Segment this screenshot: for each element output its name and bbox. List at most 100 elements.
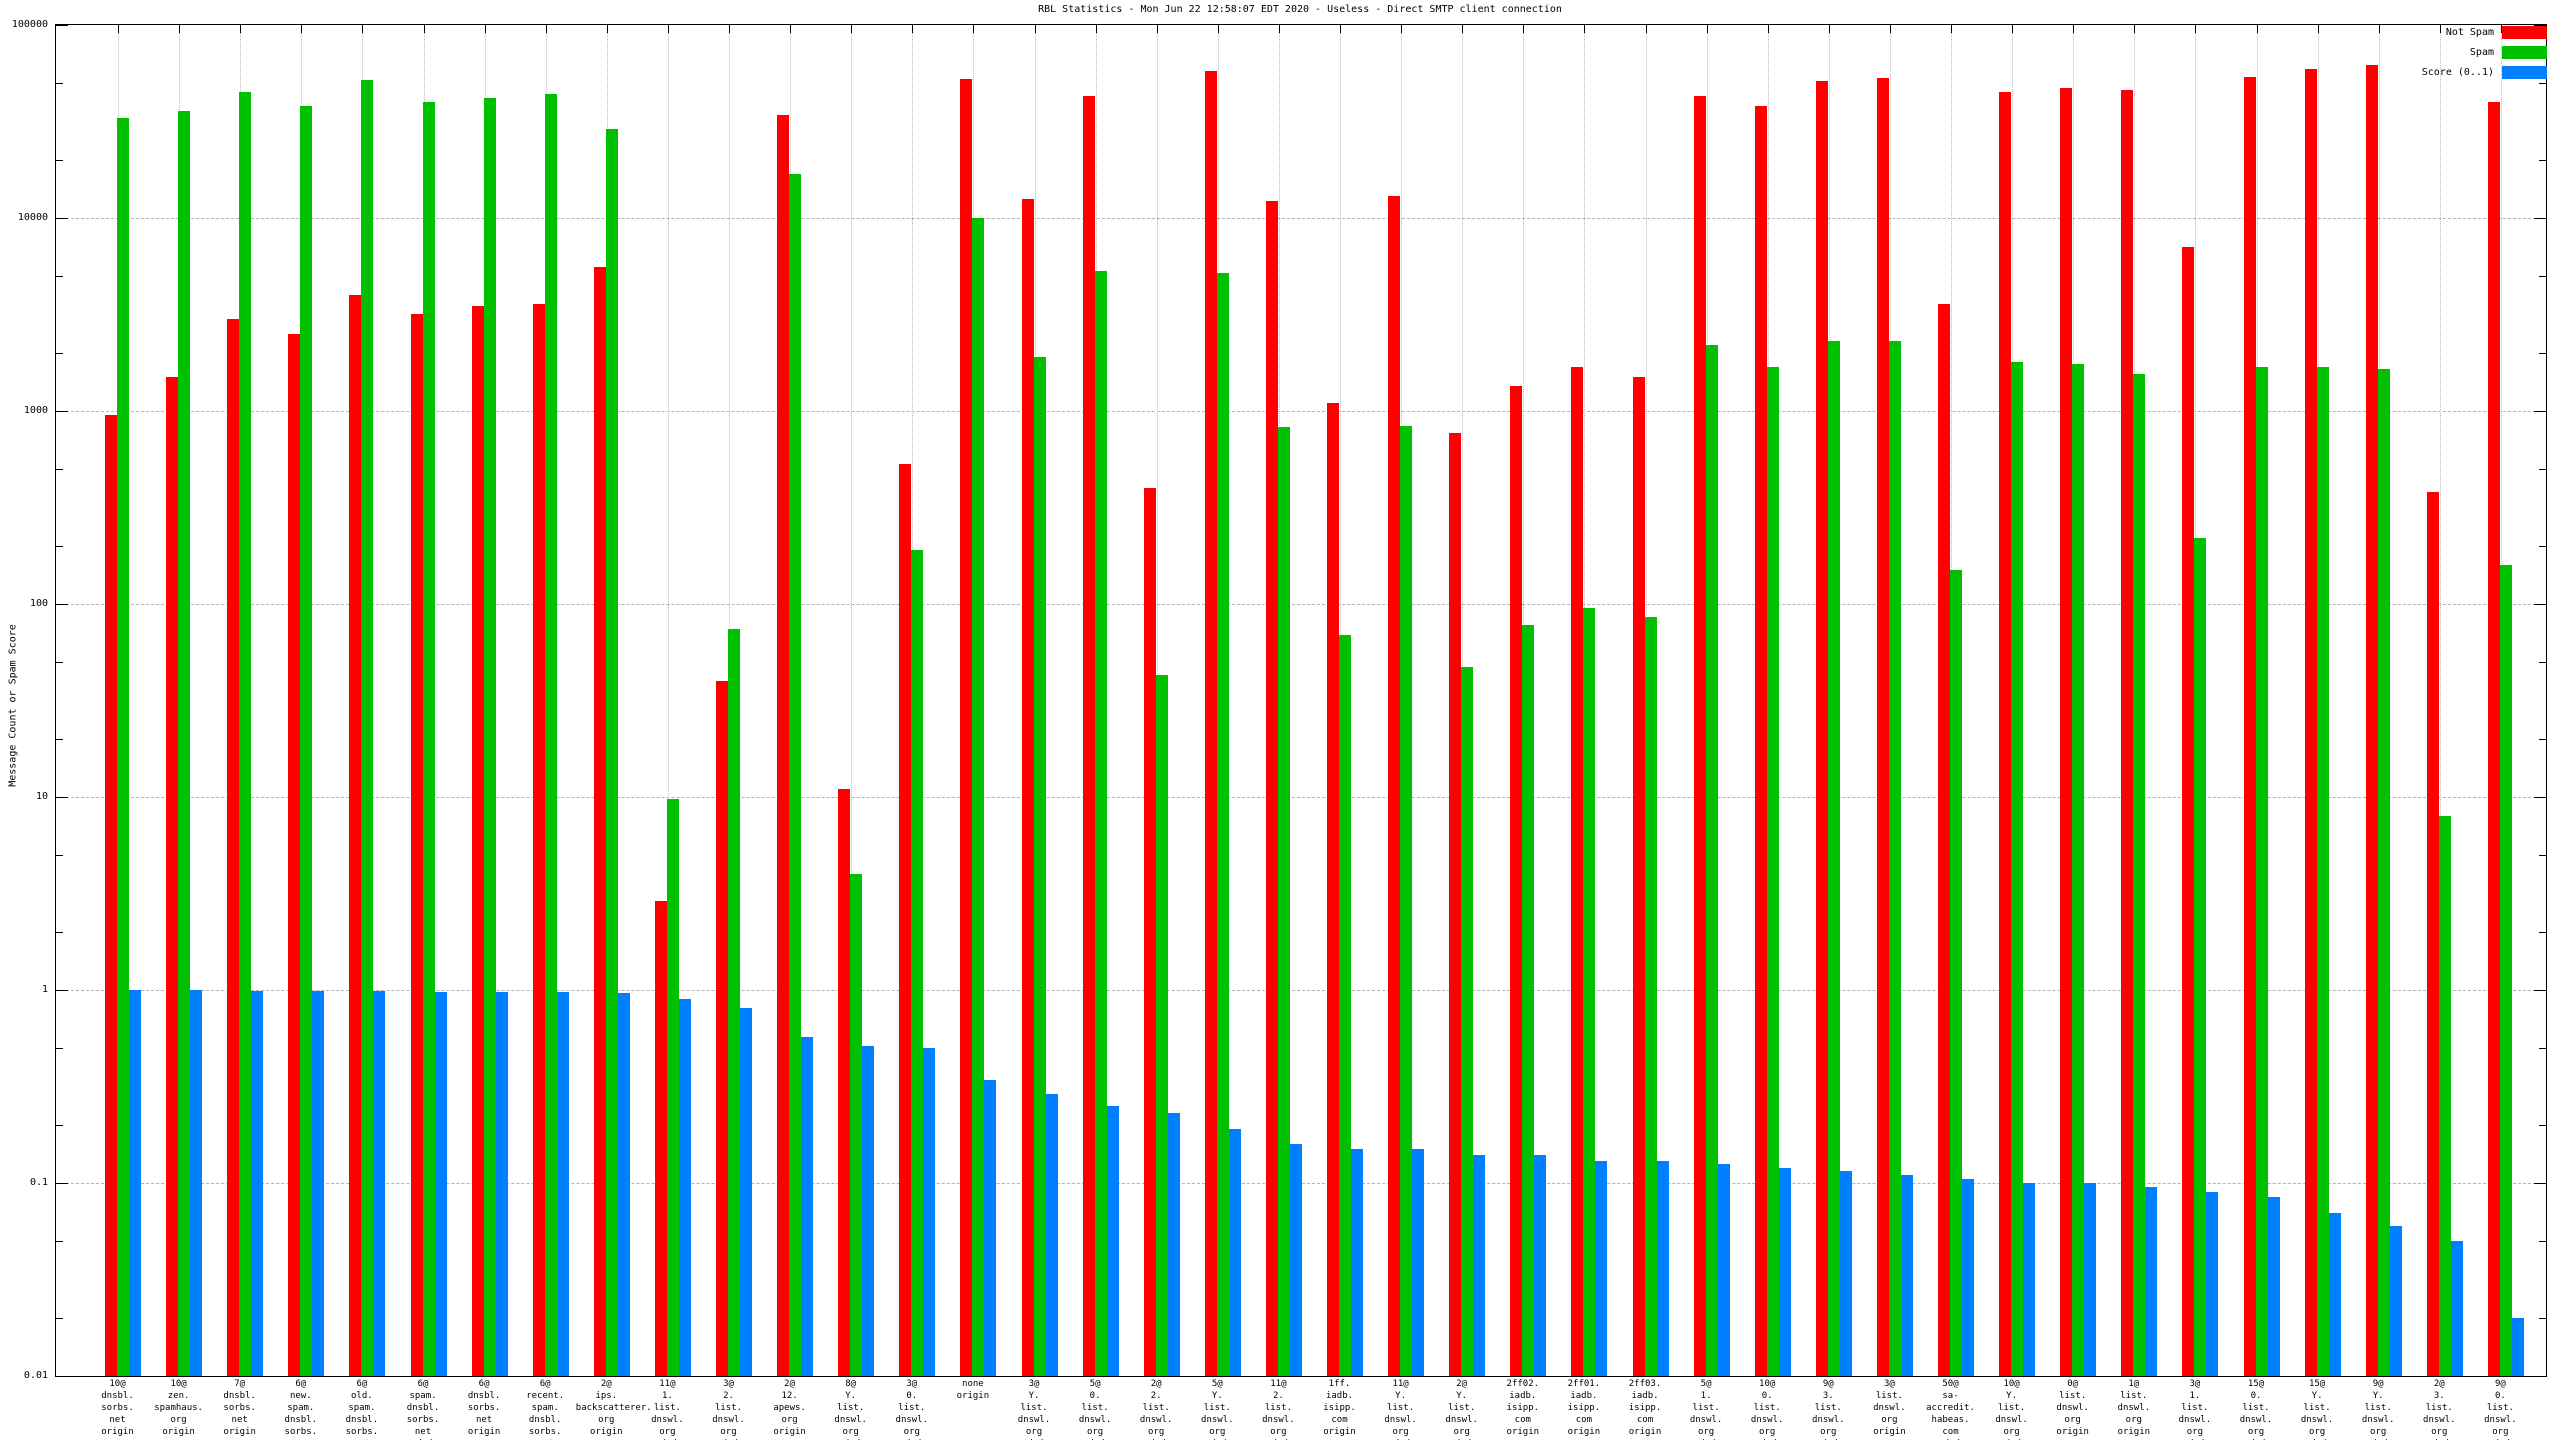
x-gridline [667,25,669,1376]
bar-not-spam [1632,377,1645,1376]
bar-not-spam [2304,69,2317,1376]
x-category-label: 10@ zen. spamhaus. org origin [154,1379,203,1437]
y-tick-label: 100000 [11,19,48,30]
legend-item: Not Spam [2422,22,2547,42]
bar-spam [300,106,313,1376]
x-tick-top [1584,25,1586,33]
y-major-tick-mark [56,604,68,605]
x-category-label: 6@ dnsbl. sorbs. net origin [467,1379,501,1437]
x-tick-top [240,25,242,33]
x-tick-top [1095,25,1097,33]
bar-score [1962,1178,1974,1376]
x-category-label: 11@ Y. list. dnswl. org origin [1384,1379,1417,1440]
x-category-label: 5@ 0. list. dnswl. org origin [1078,1379,1112,1440]
bar-score [984,1080,997,1376]
y-minor-tick-mark-right [2539,738,2546,740]
x-category-label: 2ff03. iadb. isipp. com origin [1628,1379,1662,1437]
bar-not-spam [777,115,790,1376]
bar-not-spam [1388,196,1401,1376]
bar-score [1289,1143,1302,1376]
bar-score [1412,1149,1425,1376]
bar-score [129,990,141,1376]
bar-not-spam [1571,366,1584,1376]
bar-score [2084,1183,2097,1376]
y-tick-label: 1000 [23,405,48,416]
bar-score [556,991,569,1376]
x-tick-top [729,25,730,33]
x-tick-top [2500,25,2502,33]
x-category-label: 10@ 0. list. dnswl. org origin [1750,1379,1784,1440]
x-category-label: 5@ 1. list. dnswl. org origin [1689,1379,1723,1440]
bar-not-spam [716,680,728,1376]
bar-not-spam [960,79,973,1376]
bar-not-spam [1754,106,1767,1376]
y-tick-label: 1 [41,984,48,995]
y-tick-label: 10000 [17,212,48,223]
x-category-label: 11@ 1. list. dnswl. org origin [651,1379,684,1440]
bar-spam [2194,537,2207,1376]
bar-not-spam [2121,90,2134,1376]
y-minor-tick-mark [56,83,63,85]
y-minor-tick-mark [56,1048,63,1050]
bar-not-spam [410,313,423,1376]
bar-score [801,1037,814,1376]
bar-not-spam [105,415,117,1376]
x-category-label: 2@ 3. list. dnswl. org origin [2423,1379,2456,1440]
bar-spam [361,79,374,1376]
bar-score [1351,1149,1363,1376]
x-tick-top [1889,25,1891,33]
x-tick-top [362,25,364,33]
x-category-label: 6@ old. spam. dnsbl. sorbs. net origin [345,1379,379,1440]
y-major-tick-mark [56,990,68,991]
legend-label: Spam [2469,46,2494,58]
bar-spam [1950,570,1962,1376]
bar-not-spam [532,303,545,1376]
x-tick-top [2012,25,2014,33]
bar-spam [1339,635,1351,1376]
bar-not-spam [2426,492,2439,1376]
x-tick-top [545,25,547,33]
bar-score [2206,1191,2219,1376]
x-tick-top [1340,25,1341,33]
bar-spam [1705,344,1718,1376]
x-category-label: 6@ recent. spam. dnsbl. sorbs. net origi… [526,1379,565,1440]
x-category-label: 2@ Y. list. dnswl. org origin [1445,1379,1478,1440]
x-category-label: 3@ Y. list. dnswl. org origin [1017,1379,1051,1440]
x-tick-top [1706,25,1708,33]
legend-swatch [2502,25,2547,39]
bar-spam [728,629,740,1376]
bar-spam [239,91,252,1376]
y-minor-tick-mark [56,352,63,354]
y-minor-tick-mark [56,469,63,471]
bar-not-spam [1999,91,2012,1376]
x-tick-top [1767,25,1769,33]
bar-score [2450,1241,2463,1376]
bar-spam [666,798,679,1376]
x-category-label: 1@ list. dnswl. org origin [2117,1379,2151,1437]
bar-spam [483,97,496,1376]
bar-spam [1888,341,1901,1376]
y-major-tick-mark [56,1376,68,1377]
bar-not-spam [838,789,851,1376]
x-category-label: 3@ 1. list. dnswl. org origin [2178,1379,2212,1440]
bar-score [1839,1171,1852,1376]
bar-not-spam [654,900,667,1376]
bar-not-spam [288,334,301,1376]
bar-spam [2499,564,2512,1376]
y-minor-tick-mark [56,931,63,933]
bar-score [2328,1212,2341,1376]
x-category-label: 2ff01. iadb. isipp. com origin [1567,1379,1601,1437]
bar-not-spam [1510,386,1523,1376]
bar-spam [544,93,557,1376]
bar-spam [1216,272,1229,1376]
x-tick-top [851,25,853,33]
y-minor-tick-mark-right [2539,1124,2546,1126]
y-minor-tick-mark [56,855,63,857]
x-category-label: 3@ 2. list. dnswl. org origin [712,1379,745,1440]
y-tick-label: 10 [35,791,48,802]
bar-score [2023,1183,2036,1376]
x-tick-top [2195,25,2197,33]
bar-score [312,990,325,1376]
x-category-label: 9@ 0. list. dnswl. org origin [2484,1379,2517,1440]
bar-score [2511,1317,2524,1376]
